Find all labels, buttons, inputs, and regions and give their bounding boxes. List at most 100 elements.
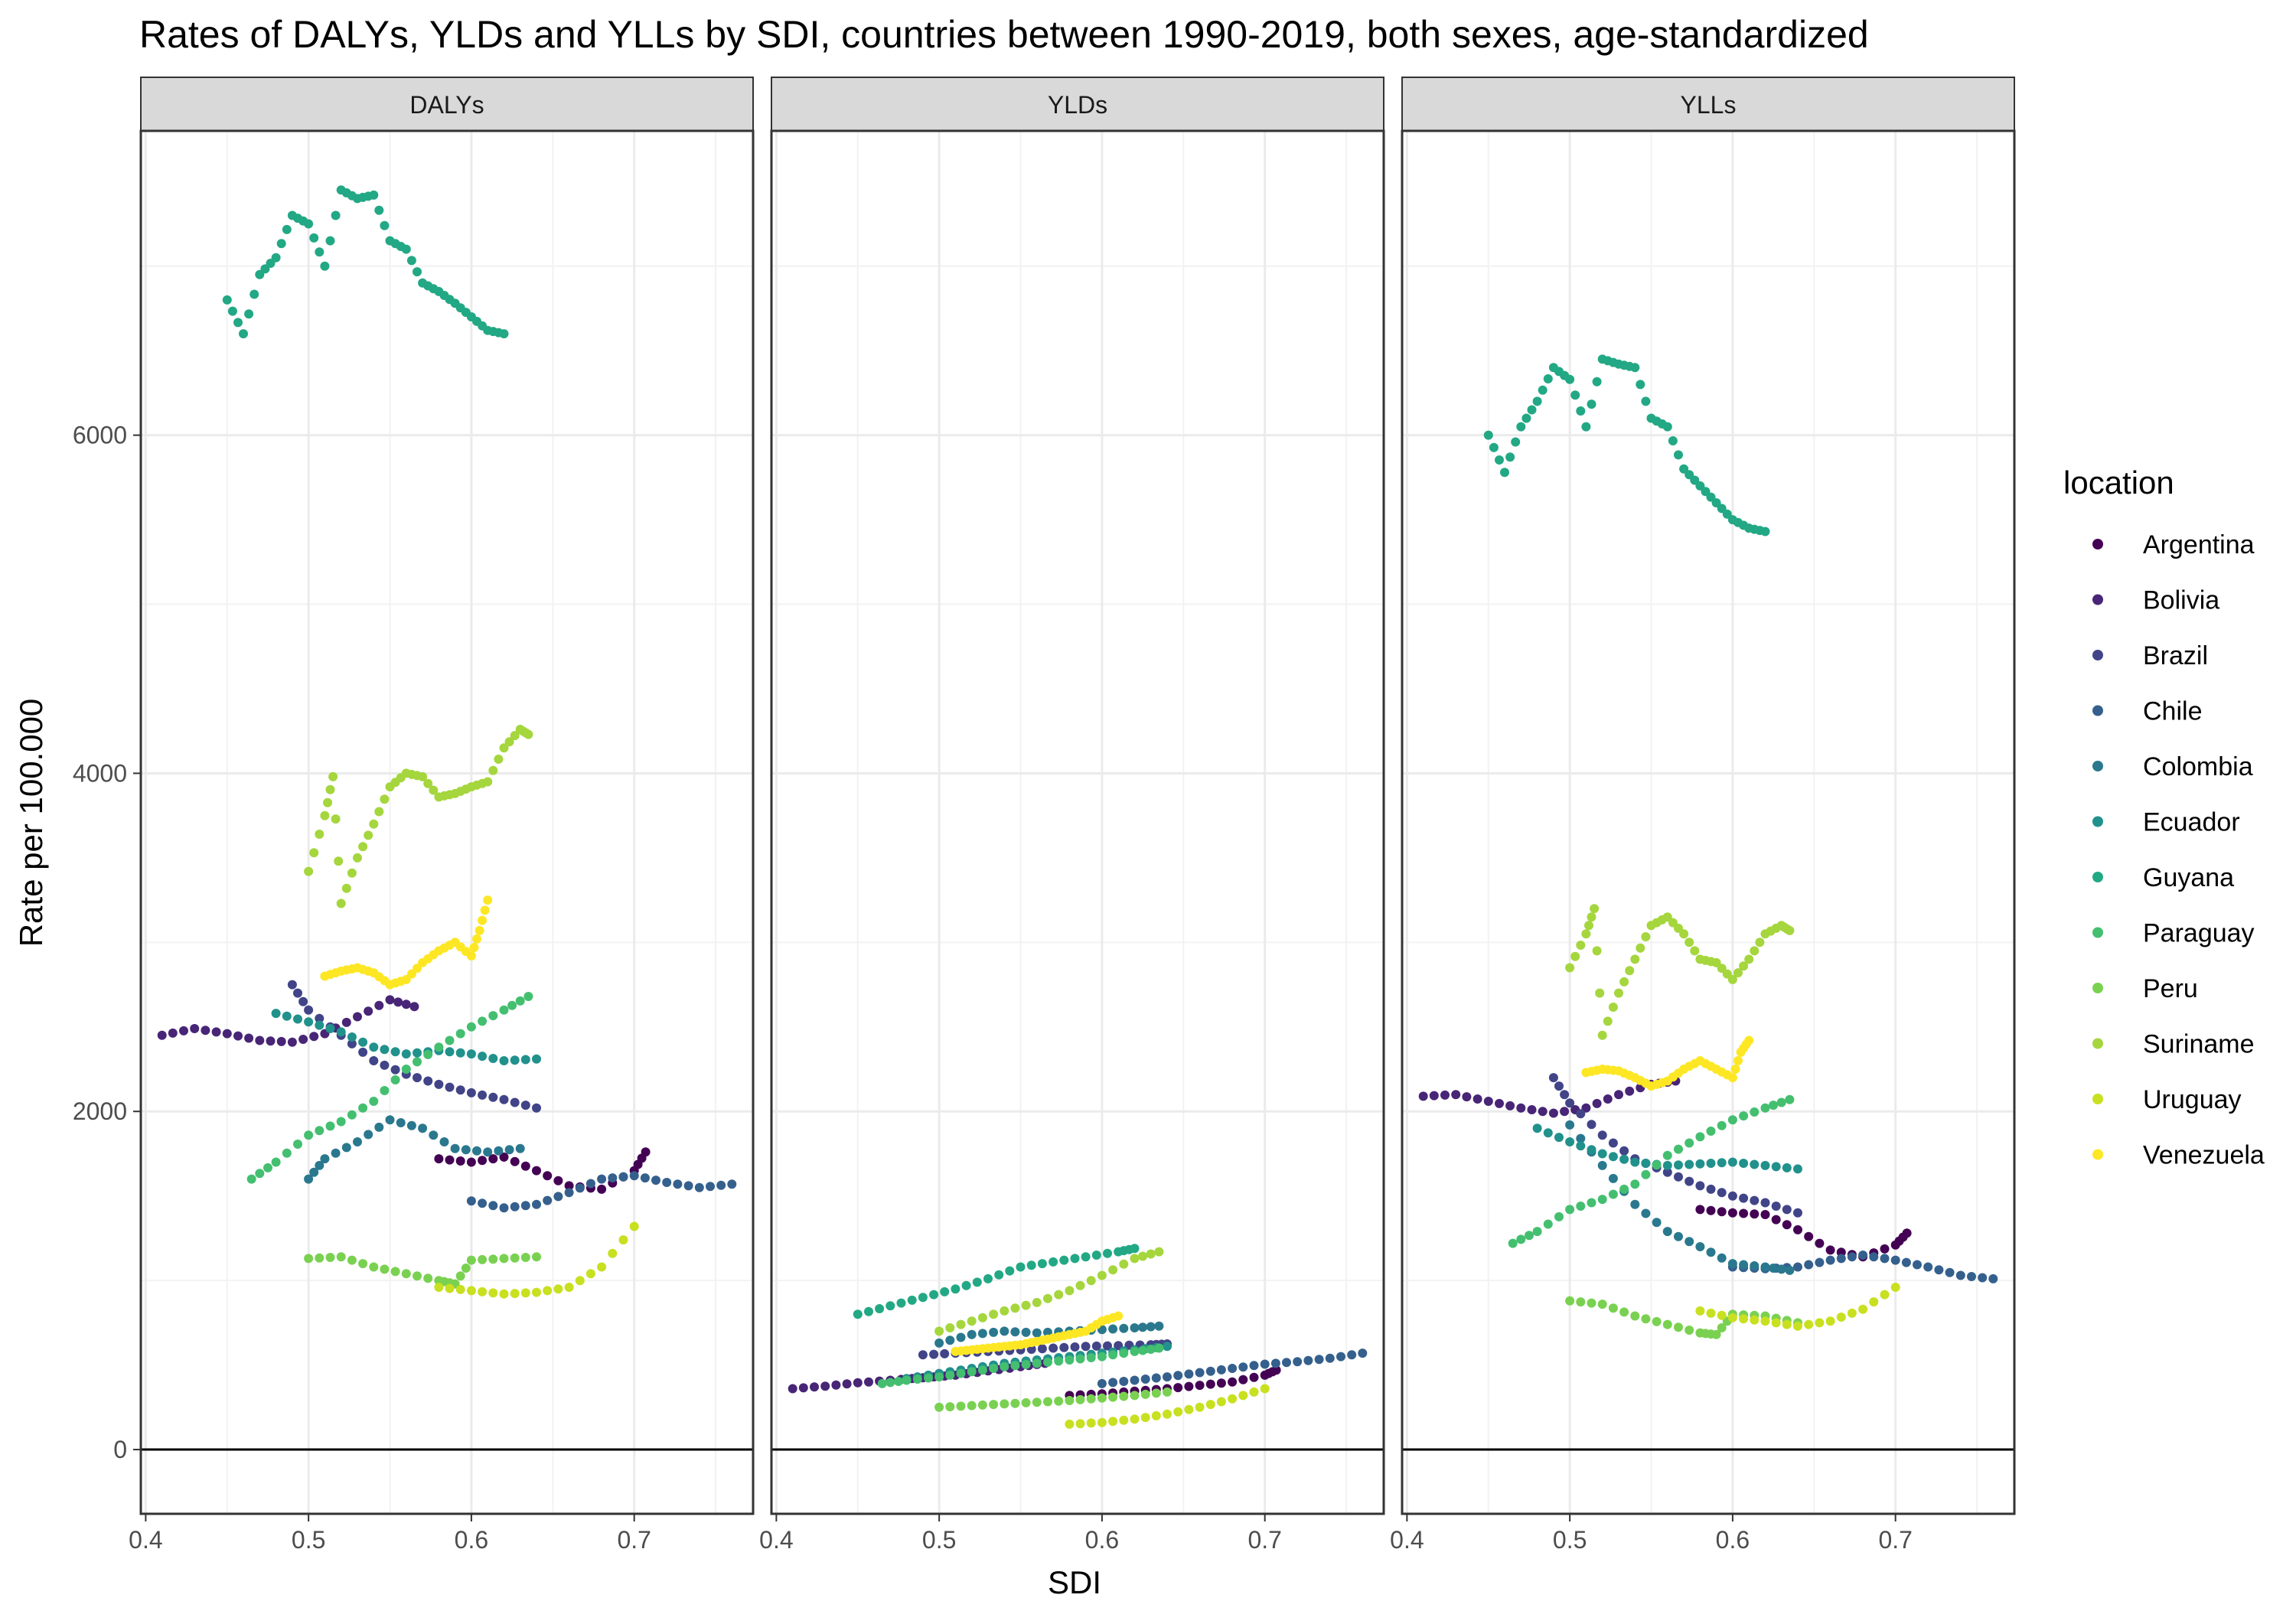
data-point (967, 1329, 977, 1339)
series-ecuador (1532, 1123, 1802, 1174)
data-point (1163, 1387, 1172, 1397)
data-point (1727, 1191, 1737, 1201)
data-point (1739, 1159, 1749, 1168)
data-point (1750, 1195, 1760, 1205)
data-point (1750, 1209, 1760, 1219)
data-point (369, 819, 379, 829)
data-point (1597, 1149, 1607, 1159)
data-point (520, 1253, 530, 1262)
data-point (1195, 1381, 1205, 1391)
data-point (499, 1289, 509, 1299)
data-point (434, 1283, 444, 1292)
data-point (364, 830, 373, 840)
legend-label: Venezuela (2143, 1141, 2265, 1170)
data-point (1836, 1254, 1846, 1264)
data-point (1049, 1257, 1058, 1267)
data-point (1059, 1342, 1069, 1352)
data-point (1228, 1364, 1238, 1373)
data-point (499, 1152, 509, 1162)
data-point (304, 866, 314, 876)
data-point (1043, 1357, 1052, 1367)
data-point (1880, 1290, 1890, 1300)
data-point (263, 1163, 272, 1172)
data-point (190, 1024, 200, 1033)
data-point (331, 814, 341, 824)
data-point (1815, 1238, 1825, 1248)
data-point (1065, 1419, 1075, 1429)
data-point (494, 1146, 504, 1156)
data-point (1739, 1314, 1749, 1324)
x-tick-label: 0.5 (292, 1526, 325, 1554)
data-point (1059, 1255, 1069, 1265)
data-point (1260, 1359, 1270, 1369)
data-point (994, 1270, 1004, 1280)
data-point (1010, 1327, 1020, 1337)
data-point (309, 1167, 319, 1177)
data-point (842, 1379, 852, 1389)
data-point (1184, 1381, 1194, 1391)
data-point (820, 1381, 830, 1391)
data-point (358, 1037, 368, 1047)
data-point (810, 1382, 819, 1392)
data-point (466, 1049, 476, 1059)
data-point (1495, 455, 1504, 465)
data-point (1695, 1242, 1705, 1251)
data-point (466, 1088, 476, 1097)
data-point (1119, 1323, 1129, 1333)
data-point (374, 1000, 384, 1010)
data-point (1000, 1399, 1009, 1409)
data-point (1508, 1238, 1518, 1248)
data-point (618, 1172, 628, 1182)
data-point (1641, 932, 1651, 941)
data-point (972, 1277, 982, 1287)
data-point (1005, 1266, 1015, 1276)
legend-item: Argentina (2092, 530, 2255, 559)
data-point (877, 1378, 887, 1388)
data-point (287, 980, 297, 990)
data-point (510, 1202, 520, 1212)
data-point (1603, 1016, 1613, 1026)
data-point (304, 1005, 314, 1015)
y-tick-label: 6000 (73, 422, 127, 449)
data-point (1662, 912, 1672, 922)
data-point (1576, 1202, 1586, 1211)
legend-label: Bolivia (2143, 586, 2219, 615)
data-point (1760, 527, 1770, 536)
data-point (390, 1075, 400, 1084)
data-point (478, 1287, 488, 1296)
legend-label: Argentina (2143, 530, 2255, 559)
data-point (483, 1147, 493, 1157)
data-point (1804, 1231, 1814, 1241)
data-point (353, 1137, 362, 1146)
data-point (328, 771, 338, 781)
data-point (455, 1156, 465, 1166)
x-tick-label: 0.6 (455, 1526, 488, 1554)
legend-item: Chile (2092, 697, 2202, 726)
data-point (233, 1031, 243, 1041)
data-point (788, 1384, 797, 1394)
data-point (413, 1271, 422, 1281)
data-point (1587, 1120, 1596, 1130)
legend-swatch (2092, 650, 2103, 660)
data-point (553, 1192, 563, 1202)
data-point (298, 1035, 308, 1044)
data-point (1554, 1133, 1564, 1143)
data-point (1483, 1097, 1493, 1106)
legend-swatch (2092, 816, 2103, 827)
data-point (673, 1179, 683, 1189)
data-point (629, 1171, 639, 1181)
legend-swatch (2092, 1149, 2103, 1160)
data-point (282, 224, 292, 234)
data-point (1238, 1391, 1248, 1401)
data-point (1587, 1145, 1596, 1155)
legend-label: Guyana (2143, 863, 2234, 892)
data-point (401, 1269, 411, 1279)
data-point (945, 1370, 955, 1380)
data-point (1228, 1394, 1238, 1404)
data-point (244, 309, 254, 319)
data-point (1538, 385, 1548, 395)
legend-label: Chile (2143, 697, 2202, 726)
data-point (1755, 938, 1765, 947)
data-point (875, 1304, 885, 1313)
